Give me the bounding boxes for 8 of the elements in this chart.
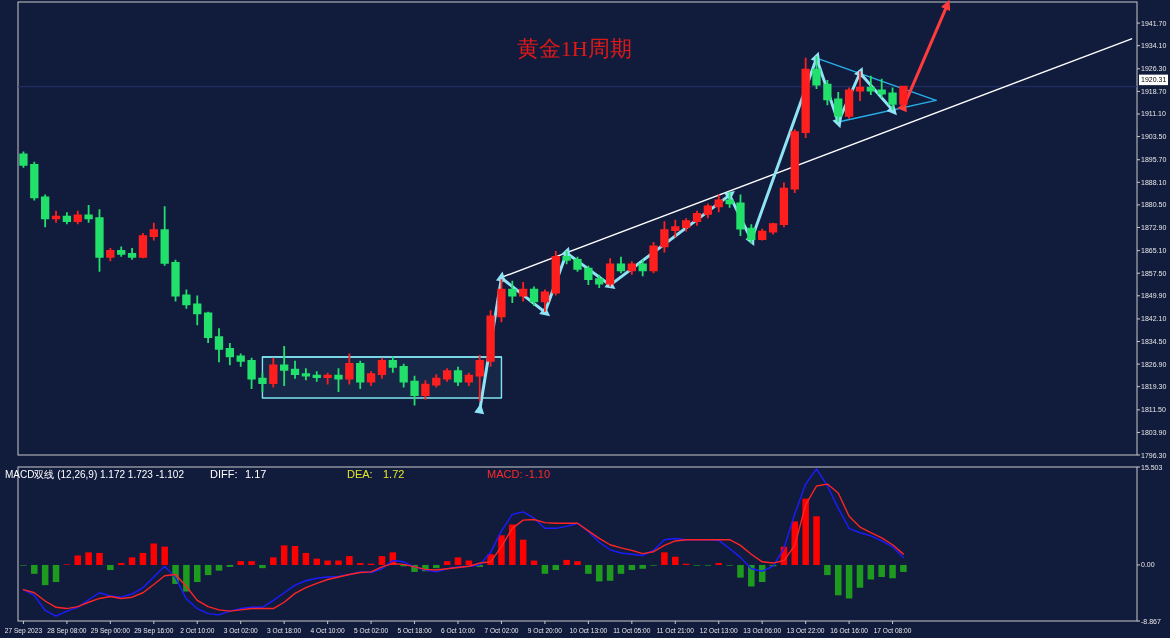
annotation: MACD双线 (12,26,9) 1.172 1.723 -1.102 [5, 468, 185, 480]
annotation: 1.72 [383, 468, 405, 480]
text: 黄金1H周期 [516, 36, 632, 61]
annotation: DEA: [347, 468, 373, 480]
annotation: MACD: [487, 468, 523, 480]
annotation: DIFF: [210, 468, 238, 480]
annotation: -1.10 [525, 468, 551, 480]
annotation: 1.17 [245, 468, 267, 480]
